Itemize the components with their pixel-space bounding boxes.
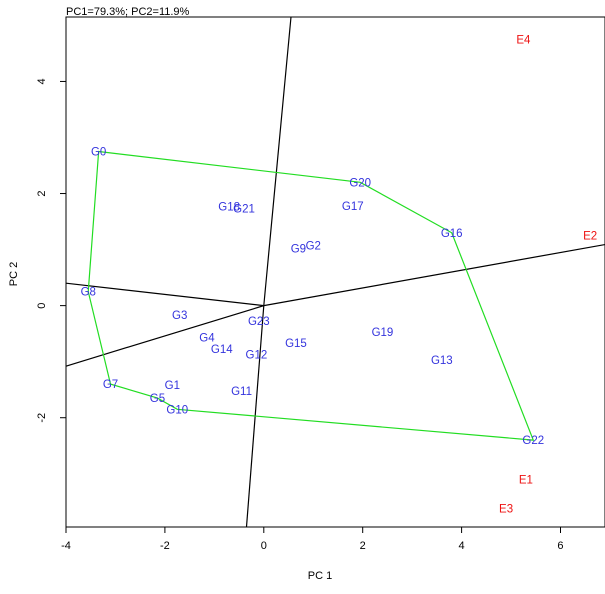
x-axis: -4 -2 0 2 4 6 xyxy=(61,527,564,552)
y-tick-label: 4 xyxy=(36,78,48,84)
sector-ray-5 xyxy=(65,282,264,307)
genotype-label-g14: G14 xyxy=(211,344,233,356)
genotype-label-g11: G11 xyxy=(231,386,252,398)
genotype-label-g8: G8 xyxy=(81,287,96,299)
genotype-label-g7: G7 xyxy=(103,379,118,391)
sector-ray-1 xyxy=(263,16,292,306)
genotype-label-g15: G15 xyxy=(285,338,307,350)
genotype-label-g0: G0 xyxy=(91,147,106,159)
genotype-label-g21: G21 xyxy=(233,204,255,216)
genotype-label-g13: G13 xyxy=(431,355,453,367)
genotype-label-g3: G3 xyxy=(172,310,187,322)
genotype-label-g20: G20 xyxy=(349,177,371,189)
genotype-label-g19: G19 xyxy=(372,327,394,339)
x-tick-label: 4 xyxy=(459,540,465,552)
genotype-label-g2: G2 xyxy=(306,241,321,253)
environment-label-e3: E3 xyxy=(499,504,513,516)
environment-labels: E4 E2 E1 E3 xyxy=(499,34,597,515)
genotype-label-g12: G12 xyxy=(246,349,268,361)
plot-frame xyxy=(65,16,605,528)
environment-label-e4: E4 xyxy=(516,34,531,46)
y-tick-label: -2 xyxy=(36,413,48,423)
genotype-label-g23: G23 xyxy=(248,316,270,328)
genotype-label-g18: G18 xyxy=(218,201,240,213)
x-tick-label: -2 xyxy=(160,540,170,552)
sector-rays xyxy=(65,16,605,528)
genotype-label-g22: G22 xyxy=(522,435,544,447)
variance-explained-label: PC1=79.3%; PC2=11.9% xyxy=(66,6,190,18)
genotype-label-g16: G16 xyxy=(441,228,463,240)
environment-label-e1: E1 xyxy=(519,474,533,486)
hull-polygon xyxy=(87,150,535,441)
sector-ray-4 xyxy=(65,305,264,367)
y-axis-title: PC 2 xyxy=(8,262,20,286)
genotype-label-g17: G17 xyxy=(342,201,364,213)
y-tick-label: 2 xyxy=(36,190,48,196)
genotype-label-g1: G1 xyxy=(165,380,180,392)
x-tick-label: 0 xyxy=(261,540,267,552)
genotype-label-g9: G9 xyxy=(291,243,306,255)
environment-label-e2: E2 xyxy=(583,231,597,243)
x-tick-label: -4 xyxy=(61,540,71,552)
x-tick-label: 2 xyxy=(360,540,366,552)
x-axis-title: PC 1 xyxy=(308,570,332,582)
convex-hull xyxy=(87,150,535,441)
y-tick-label: 0 xyxy=(36,303,48,309)
genotype-label-g10: G10 xyxy=(166,404,188,416)
y-axis: -2 0 2 4 xyxy=(36,78,66,423)
sector-ray-2 xyxy=(263,243,605,307)
genotype-label-g5: G5 xyxy=(150,393,165,405)
x-tick-label: 6 xyxy=(557,540,563,552)
genotype-label-g4: G4 xyxy=(199,333,215,345)
